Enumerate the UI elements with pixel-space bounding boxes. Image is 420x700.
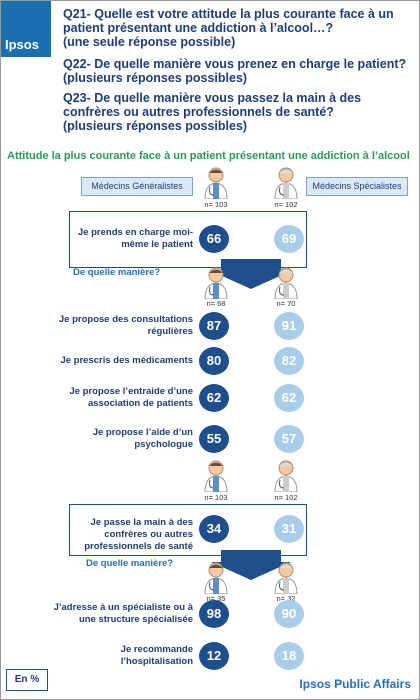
question-text: Q22- De quelle manière vous prenez en ch… (63, 57, 407, 71)
value-circle-gp: 62 (199, 384, 229, 412)
question-block: Q21- Quelle est votre attitude la plus c… (63, 7, 413, 49)
value-circle-gp: 55 (199, 425, 229, 453)
doctor-icon (204, 267, 228, 299)
base-label: n= 102 (274, 493, 298, 502)
question-note: (une seule réponse possible) (63, 35, 236, 49)
doctor-icon (204, 460, 228, 492)
value-circle-gp: 98 (199, 600, 229, 628)
question-note: (plusieurs réponses possibles) (63, 71, 248, 85)
base-label: n= 35 (206, 594, 226, 603)
statement-box (69, 211, 307, 268)
item-label: Je recommande l’hospitalisation (120, 644, 193, 667)
doctor-icon (204, 562, 228, 594)
subtitle: Attitude la plus courante face à un pati… (7, 150, 410, 162)
question-block: Q22- De quelle manière vous prenez en ch… (63, 57, 413, 85)
value-circle-gp: 87 (199, 312, 229, 340)
statement: Je passe la main à des confrères ou autr… (84, 517, 193, 552)
followup: De quelle manière? (73, 267, 161, 278)
question-text: Q21- Quelle est votre attitude la plus c… (63, 7, 394, 35)
value-circle-sp: 18 (274, 642, 304, 670)
value-circle-gp: 34 (199, 515, 229, 543)
doctor-icon (274, 267, 298, 299)
doctor-icon (274, 562, 298, 594)
arrow (211, 259, 291, 289)
doctor-icon (274, 167, 298, 199)
item-label: Je prescris des médicaments (60, 355, 193, 366)
followup: De quelle manière? (86, 558, 174, 569)
base-label: n= 70 (276, 299, 296, 308)
value-circle-sp: 31 (274, 515, 304, 543)
base-label: n= 102 (274, 200, 298, 209)
doctor-icon (204, 167, 228, 199)
item-label: J’adresse à un spécialiste ou à une stru… (53, 602, 193, 625)
value-circle-sp: 69 (274, 224, 304, 253)
question-note: (plusieurs réponses possibles) (63, 119, 248, 133)
question-text: Q23- De quelle manière vous passez la ma… (63, 91, 362, 119)
value-circle-sp: 82 (274, 347, 304, 375)
value-circle-sp: 57 (274, 425, 304, 453)
group-label: Médecins Généralistes (81, 177, 193, 196)
value-circle-sp: 90 (274, 600, 304, 628)
value-circle-gp: 12 (199, 642, 229, 670)
question-block: Q23- De quelle manière vous passez la ma… (63, 91, 413, 133)
value-circle-gp: 66 (199, 224, 229, 253)
doctor-icon (274, 460, 298, 492)
value-circle-sp: 62 (274, 384, 304, 412)
base-label: n= 103 (204, 200, 228, 209)
logo: Ipsos (5, 37, 39, 52)
value-circle-gp: 80 (199, 347, 229, 375)
value-circle-sp: 91 (274, 312, 304, 340)
base-label: n= 32 (276, 594, 296, 603)
brand: Ipsos Public Affairs (299, 677, 411, 691)
base-label: n= 68 (206, 299, 226, 308)
item-label: Je propose l’aide d’un psychologue (92, 427, 193, 450)
logo-box: Ipsos (1, 1, 51, 57)
unit: En % (6, 669, 48, 691)
group-label: Médecins Spécialistes (306, 177, 408, 196)
arrow (211, 550, 291, 580)
statement-box (69, 504, 307, 556)
item-label: Je propose l’entraide d’une association … (69, 386, 193, 409)
item-label: Je propose des consultations régulières (58, 314, 193, 337)
base-label: n= 103 (204, 493, 228, 502)
statement: Je prends en charge moi-même le patient (77, 226, 193, 250)
